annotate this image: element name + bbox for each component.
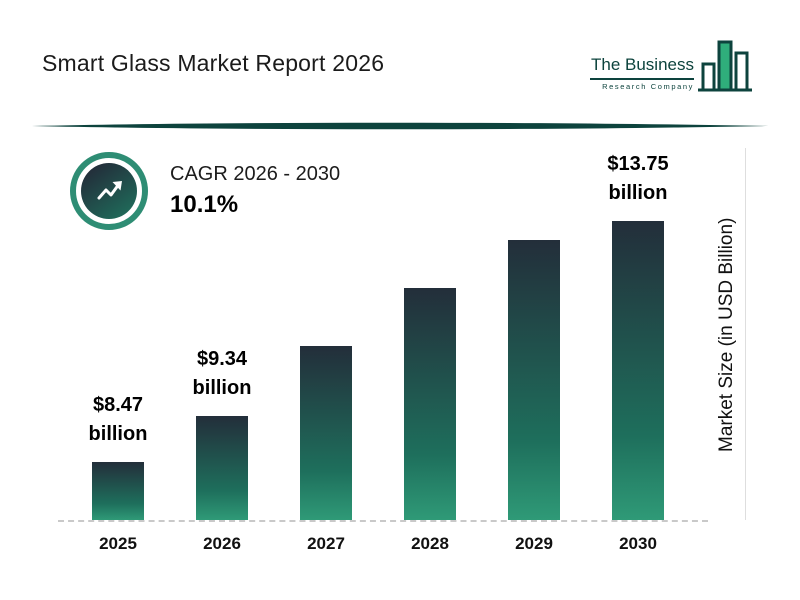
lens-divider bbox=[28, 121, 772, 131]
bar-2030 bbox=[612, 221, 664, 520]
x-tick-2027: 2027 bbox=[307, 534, 345, 553]
chart-baseline bbox=[58, 520, 708, 522]
bar-group-2026: $9.34 billion bbox=[170, 150, 274, 520]
bar-2026 bbox=[196, 416, 248, 520]
bar-2028 bbox=[404, 288, 456, 520]
logo-name: The Business bbox=[591, 55, 694, 74]
logo-subname: Research Company bbox=[602, 82, 694, 91]
page-title: Smart Glass Market Report 2026 bbox=[42, 50, 385, 76]
bar-2025 bbox=[92, 462, 144, 520]
bar-group-2029 bbox=[482, 150, 586, 520]
x-tick-2029: 2029 bbox=[515, 534, 553, 553]
bar-group-2027 bbox=[274, 150, 378, 520]
x-tick-2030: 2030 bbox=[619, 534, 657, 553]
cagr-value: 10.1% bbox=[170, 191, 239, 218]
right-axis-line bbox=[745, 148, 746, 520]
x-tick-2025: 2025 bbox=[99, 534, 137, 553]
company-logo: The Business Research Company bbox=[590, 34, 754, 105]
company-logo-text: The Business Research Company bbox=[590, 55, 694, 105]
cagr-label: CAGR 2026 - 2030 bbox=[170, 163, 341, 185]
logo-buildings-icon bbox=[698, 34, 754, 105]
x-axis-labels: 2025 2026 2027 2028 2029 2030 bbox=[66, 534, 690, 554]
x-tick-2028: 2028 bbox=[411, 534, 449, 553]
cagr-block: CAGR 2026 - 2030 10.1% bbox=[70, 152, 340, 230]
bar-group-2028 bbox=[378, 150, 482, 520]
bar-value-label-2025: $8.47 billion bbox=[88, 394, 148, 445]
trend-arrow-icon bbox=[81, 163, 137, 219]
bar-group-2030: $13.75 billion bbox=[586, 150, 690, 520]
bar-2029 bbox=[508, 240, 560, 520]
y-axis-title: Market Size (in USD Billion) bbox=[716, 217, 737, 453]
logo-underline bbox=[590, 78, 694, 80]
x-tick-2026: 2026 bbox=[203, 534, 241, 553]
cagr-text: CAGR 2026 - 2030 10.1% bbox=[170, 163, 340, 219]
bar-2027 bbox=[300, 346, 352, 520]
bar-group-2025: $8.47 billion bbox=[66, 150, 170, 520]
bar-value-label-2026: $9.34 billion bbox=[192, 348, 252, 399]
bar-value-label-2030: $13.75 billion bbox=[607, 153, 669, 204]
bar-chart: $8.47 billion $9.34 billion $13.75 billion bbox=[66, 150, 690, 520]
cagr-trend-icon bbox=[70, 152, 148, 230]
